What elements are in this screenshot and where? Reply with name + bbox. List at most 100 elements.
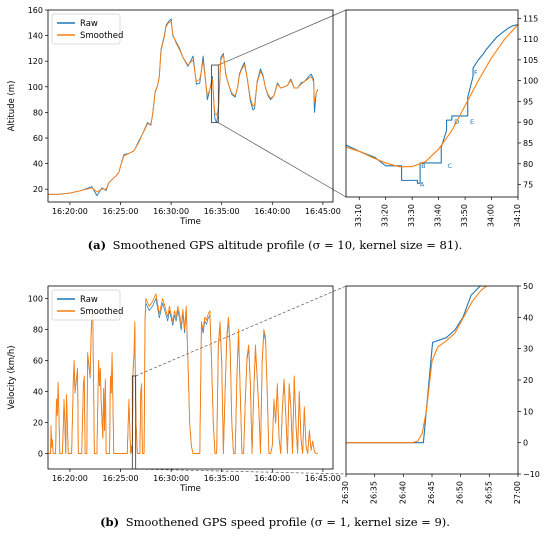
speed-zoom-ytick-label-5: 40 [523, 313, 533, 322]
speed-zoom-line-smoothed [346, 286, 487, 444]
speed-main-xtick-label-1: 16:25:00 [103, 474, 139, 483]
altitude-main-legend-label-raw: Raw [80, 19, 98, 29]
altitude-zoom-ytick-label-0: 75 [523, 181, 533, 190]
altitude-zoom-xtick-label-0: 33:10 [354, 204, 363, 227]
altitude-zoom-panel: 33:10 33:20 33:30 33:40 33:50 34:00 34:10 75 80 8… [345, 9, 538, 227]
caption-b-label: (b) [100, 515, 119, 529]
altitude-main-zoom-box [211, 64, 219, 124]
speed-main-ytick-label-4: 80 [33, 325, 43, 334]
caption-a: (a) Smoothened GPS altitude profile (σ =… [88, 238, 463, 252]
speed-zoom-ytick-label-2: 10 [523, 407, 533, 416]
speed-zoom-ytick-label-6: 50 [523, 282, 533, 291]
altitude-zoom-ytick-label-6: 105 [523, 56, 538, 65]
caption-a-text: Smoothened GPS altitude profile (σ = 10,… [113, 238, 463, 252]
speed-zoom-xtick-label-6: 27:00 [513, 481, 522, 504]
altitude-zoom-xtick-label-3: 33:40 [434, 204, 443, 227]
altitude-zoom-annotation-B: B [421, 162, 425, 170]
speed-main-panel: 16:20:00 16:25:00 16:30:00 16:35:00 16:40:00… [7, 285, 341, 494]
altitude-zoom-annotation-C: C [448, 162, 453, 170]
speed-zoom-frame [345, 285, 519, 475]
connector-lines [135, 9, 347, 475]
altitude-zoom-ytick-label-7: 110 [523, 35, 538, 44]
speed-main-ytick-label-0: 0 [38, 449, 43, 458]
altitude-main-legend-box [51, 13, 121, 45]
altitude-main-ytick-label-0: 20 [33, 185, 43, 194]
altitude-zoom-annotation-E: E [470, 118, 474, 126]
speed-main-connector-bottom [135, 468, 347, 475]
altitude-zoom-ytick-label-5: 100 [523, 77, 538, 86]
speed-main-line-smoothed [48, 293, 318, 454]
speed-main-legend-label-smoothed: Smoothed [80, 307, 123, 317]
speed-zoom-xtick-label-4: 26:50 [456, 481, 465, 504]
speed-zoom-xtick-label-3: 26:45 [427, 481, 436, 504]
altitude-main-xtick-label-1: 16:25:00 [103, 207, 139, 216]
altitude-zoom-ytick-label-1: 80 [523, 160, 533, 169]
altitude-main-ytick-label-5: 120 [28, 57, 43, 66]
altitude-main-ytick-label-4: 100 [28, 83, 43, 92]
speed-main-ytick-label-3: 60 [33, 356, 43, 365]
altitude-zoom-frame [345, 9, 519, 198]
altitude-zoom-ytick-label-4: 95 [523, 97, 533, 106]
altitude-zoom-annotation-A: A [420, 181, 425, 189]
speed-zoom-ytick-label-3: 20 [523, 376, 533, 385]
altitude-main-ytick-label-1: 40 [33, 160, 43, 169]
speed-main-xtick-label-4: 16:40:00 [254, 474, 290, 483]
altitude-main-xtick-label-5: 16:45:00 [305, 207, 341, 216]
altitude-zoom-annotation-D: D [454, 118, 459, 126]
altitude-main-xlabel: Time [179, 217, 201, 227]
speed-main-xtick-label-5: 16:45:00 [305, 474, 341, 483]
speed-zoom-xtick-label-0: 26:30 [341, 481, 350, 504]
altitude-main-ytick-label-7: 160 [28, 6, 43, 15]
speed-main-legend: Raw Smoothed [51, 289, 123, 321]
speed-main-legend-box [51, 289, 121, 321]
caption-b: (b) Smoothened GPS speed profile (σ = 1,… [100, 515, 450, 529]
altitude-main-xtick-label-0: 16:20:00 [52, 207, 88, 216]
altitude-main-panel: 16:20:00 16:25:00 16:30:00 16:35:00 16:40:00… [7, 6, 341, 227]
altitude-main-ylabel: Altitude (m) [7, 81, 17, 132]
altitude-main-ytick-label-3: 80 [33, 108, 43, 117]
altitude-main-legend-label-smoothed: Smoothed [80, 31, 123, 41]
speed-main-xlabel: Time [179, 484, 201, 494]
speed-zoom-xtick-label-1: 26:35 [370, 481, 379, 504]
altitude-zoom-ytick-label-2: 85 [523, 139, 533, 148]
speed-main-ytick-label-5: 100 [28, 294, 43, 303]
altitude-main-connector-top [218, 9, 347, 66]
altitude-zoom-line-smoothed [346, 24, 518, 168]
speed-main-zoom-box [131, 375, 137, 470]
speed-zoom-xtick-label-2: 26:40 [398, 481, 407, 504]
altitude-main-series-group [48, 18, 319, 197]
speed-zoom-series-group [346, 286, 487, 444]
altitude-zoom-annotation-F: F [474, 68, 478, 76]
altitude-main-connector-bottom [218, 122, 347, 198]
speed-zoom-line-raw [346, 286, 487, 444]
speed-main-legend-label-raw: Raw [80, 295, 98, 305]
altitude-main-line-smoothed [48, 21, 319, 195]
speed-zoom-ytick-label-0: −10 [523, 470, 540, 479]
speed-zoom-ytick-label-4: 30 [523, 345, 533, 354]
altitude-zoom-line-raw [346, 24, 518, 184]
altitude-zoom-xtick-label-1: 33:20 [381, 204, 390, 227]
altitude-main-xtick-label-3: 16:35:00 [204, 207, 240, 216]
altitude-zoom-xtick-label-6: 34:10 [513, 204, 522, 227]
altitude-main-frame [47, 9, 334, 203]
caption-b-text: Smoothened GPS speed profile (σ = 1, ker… [126, 515, 450, 529]
speed-main-series-group [48, 293, 318, 454]
speed-zoom-panel: 26:30 26:35 26:40 26:45 26:50 26:55 27:00−10 0 1… [341, 282, 540, 504]
speed-main-frame [47, 285, 334, 470]
altitude-main-line-raw [48, 18, 319, 197]
speed-zoom-xtick-label-5: 26:55 [484, 481, 493, 504]
speed-main-ylabel: Velocity (km/h) [7, 345, 17, 409]
caption-a-label: (a) [88, 238, 106, 252]
speed-main-line-raw [48, 297, 318, 454]
speed-main-connector-top [135, 285, 347, 377]
altitude-main-legend: Raw Smoothed [51, 13, 123, 45]
altitude-zoom-series-group [346, 24, 518, 184]
altitude-zoom-xtick-label-2: 33:30 [407, 204, 416, 227]
altitude-zoom-ytick-label-8: 115 [523, 14, 538, 23]
speed-main-ytick-label-1: 20 [33, 418, 43, 427]
speed-main-ytick-label-2: 40 [33, 387, 43, 396]
speed-zoom-ytick-label-1: 0 [523, 439, 528, 448]
speed-main-xtick-label-3: 16:35:00 [204, 474, 240, 483]
altitude-main-xtick-label-2: 16:30:00 [153, 207, 189, 216]
